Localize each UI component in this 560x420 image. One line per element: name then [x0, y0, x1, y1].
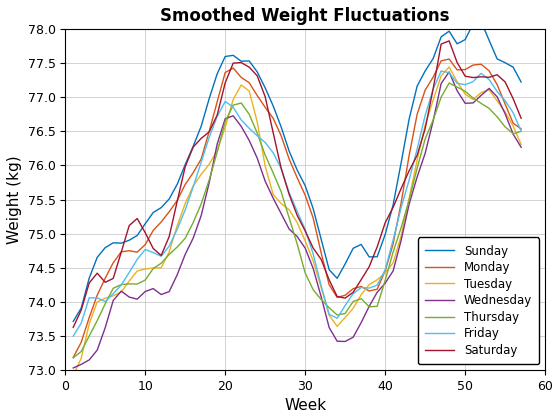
Monday: [94, 293, 101, 298]
Saturday: [374, 244, 380, 249]
Thursday: [94, 318, 101, 323]
Wednesday: [190, 236, 197, 241]
Wednesday: [518, 145, 525, 150]
Legend: Sunday, Monday, Tuesday, Wednesday, Thursday, Friday, Saturday: Sunday, Monday, Tuesday, Wednesday, Thur…: [418, 237, 539, 364]
Sunday: [190, 144, 197, 149]
Tuesday: [446, 64, 452, 69]
Tuesday: [374, 277, 380, 282]
Sunday: [262, 85, 269, 90]
Line: Thursday: Thursday: [73, 83, 521, 358]
Monday: [374, 287, 380, 292]
Tuesday: [94, 299, 101, 304]
Line: Sunday: Sunday: [73, 21, 521, 321]
Tuesday: [70, 373, 77, 378]
Wednesday: [70, 365, 77, 370]
Line: Monday: Monday: [73, 59, 521, 357]
Sunday: [374, 254, 380, 259]
Thursday: [518, 129, 525, 134]
Saturday: [86, 281, 92, 286]
Monday: [262, 105, 269, 110]
Tuesday: [262, 164, 269, 169]
X-axis label: Week: Week: [284, 398, 326, 413]
Line: Friday: Friday: [73, 71, 521, 336]
Wednesday: [374, 290, 380, 295]
Monday: [382, 268, 389, 273]
Tuesday: [86, 321, 92, 326]
Friday: [190, 184, 197, 189]
Thursday: [374, 304, 380, 309]
Saturday: [70, 325, 77, 330]
Thursday: [86, 333, 92, 339]
Saturday: [446, 38, 452, 43]
Thursday: [446, 81, 452, 86]
Saturday: [190, 144, 197, 150]
Friday: [94, 295, 101, 300]
Monday: [518, 126, 525, 131]
Line: Saturday: Saturday: [73, 41, 521, 327]
Thursday: [262, 152, 269, 158]
Tuesday: [190, 184, 197, 189]
Line: Wednesday: Wednesday: [73, 72, 521, 368]
Friday: [262, 140, 269, 145]
Thursday: [190, 220, 197, 225]
Friday: [438, 68, 445, 74]
Wednesday: [262, 178, 269, 184]
Wednesday: [382, 281, 389, 286]
Thursday: [70, 355, 77, 360]
Tuesday: [518, 142, 525, 147]
Y-axis label: Weight (kg): Weight (kg): [7, 155, 22, 244]
Monday: [446, 57, 452, 62]
Monday: [190, 170, 197, 175]
Friday: [374, 283, 380, 288]
Wednesday: [94, 348, 101, 353]
Sunday: [94, 255, 101, 260]
Sunday: [70, 319, 77, 324]
Monday: [70, 355, 77, 360]
Saturday: [518, 116, 525, 121]
Saturday: [262, 94, 269, 99]
Monday: [86, 315, 92, 320]
Saturday: [94, 270, 101, 276]
Friday: [382, 268, 389, 273]
Wednesday: [86, 357, 92, 362]
Wednesday: [446, 69, 452, 74]
Sunday: [382, 232, 389, 237]
Sunday: [478, 19, 484, 24]
Sunday: [518, 79, 525, 84]
Title: Smoothed Weight Fluctuations: Smoothed Weight Fluctuations: [160, 7, 450, 25]
Saturday: [382, 220, 389, 225]
Sunday: [86, 276, 92, 281]
Thursday: [382, 278, 389, 283]
Friday: [86, 295, 92, 300]
Friday: [70, 333, 77, 339]
Friday: [518, 129, 525, 134]
Tuesday: [382, 270, 389, 276]
Line: Tuesday: Tuesday: [73, 67, 521, 375]
